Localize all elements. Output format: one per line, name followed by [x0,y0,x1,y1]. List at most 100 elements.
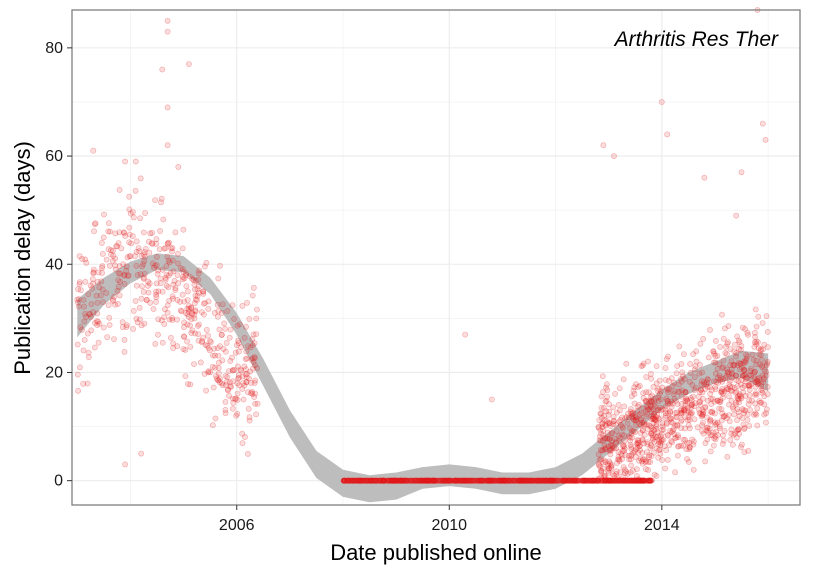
data-point [122,158,128,165]
data-point [624,420,631,427]
data-point [231,366,238,373]
data-point [238,367,244,374]
data-point [565,477,571,484]
data-point [658,396,664,403]
data-point [463,477,469,484]
x-tick-label: 2014 [644,517,680,534]
data-point [522,477,528,484]
data-point [706,384,713,391]
data-point [373,477,380,484]
data-point [153,253,160,260]
data-point [745,401,752,408]
data-point [189,310,195,316]
data-point [441,477,448,484]
data-point [631,477,637,484]
data-point [421,477,428,484]
data-point [648,375,654,382]
data-point [671,388,678,395]
data-point [442,477,449,484]
data-point [575,477,582,484]
data-point [620,477,627,484]
data-point [528,477,534,484]
data-point [152,340,159,347]
data-point [191,300,198,307]
data-point [457,477,464,484]
data-point [518,477,525,484]
data-point [491,477,497,484]
data-point [366,477,373,484]
data-point [121,336,128,343]
data-point [172,285,179,291]
data-point [105,302,112,309]
data-point [415,477,422,484]
data-point [518,477,525,484]
data-point [81,303,87,310]
data-point [365,477,372,484]
data-point [395,477,402,484]
data-point [434,477,441,484]
data-point [443,477,450,484]
data-point [519,477,525,484]
data-point [201,263,208,270]
data-point [88,301,95,307]
data-point [424,477,431,484]
data-point [520,477,527,484]
data-point [490,477,497,484]
data-point [249,336,256,343]
data-point [181,324,187,331]
data-point [628,462,635,469]
data-point [239,430,246,437]
data-point [226,392,232,399]
data-point [590,477,596,484]
data-point [414,477,421,484]
data-point [379,477,386,484]
data-point [359,477,365,484]
data-point [495,477,502,484]
data-point [495,477,502,484]
data-point [233,342,240,348]
data-point [680,373,686,380]
data-point [534,477,541,484]
data-point [420,477,427,484]
data-point [625,477,632,484]
data-point [606,477,612,484]
data-point [426,477,433,484]
data-point [611,153,617,159]
data-point [232,349,239,356]
data-point [232,396,238,402]
data-point [639,477,646,484]
data-point [425,477,432,484]
data-point [246,316,253,322]
data-point [203,326,210,333]
data-point [91,221,98,227]
data-point [662,465,668,472]
data-point [112,266,119,273]
data-point [123,324,130,330]
data-point [555,477,562,484]
data-point [238,344,244,351]
data-point [164,309,171,316]
data-point [75,286,81,293]
data-point [647,459,653,465]
data-point [628,430,635,437]
data-point [200,300,207,307]
data-point [604,393,611,400]
data-point [674,421,681,428]
data-point [184,297,191,303]
data-point [414,477,421,484]
data-point [727,346,734,352]
data-point [488,477,495,484]
data-point [693,348,700,355]
data-point [685,458,692,465]
data-point [77,324,84,330]
data-point [501,477,508,484]
data-point [634,477,641,484]
data-point [477,477,484,484]
data-point [744,411,751,418]
data-point [125,272,132,279]
data-point [164,104,171,111]
data-point [204,342,211,349]
data-point [85,349,92,356]
data-point [250,284,257,291]
data-point [507,477,514,484]
